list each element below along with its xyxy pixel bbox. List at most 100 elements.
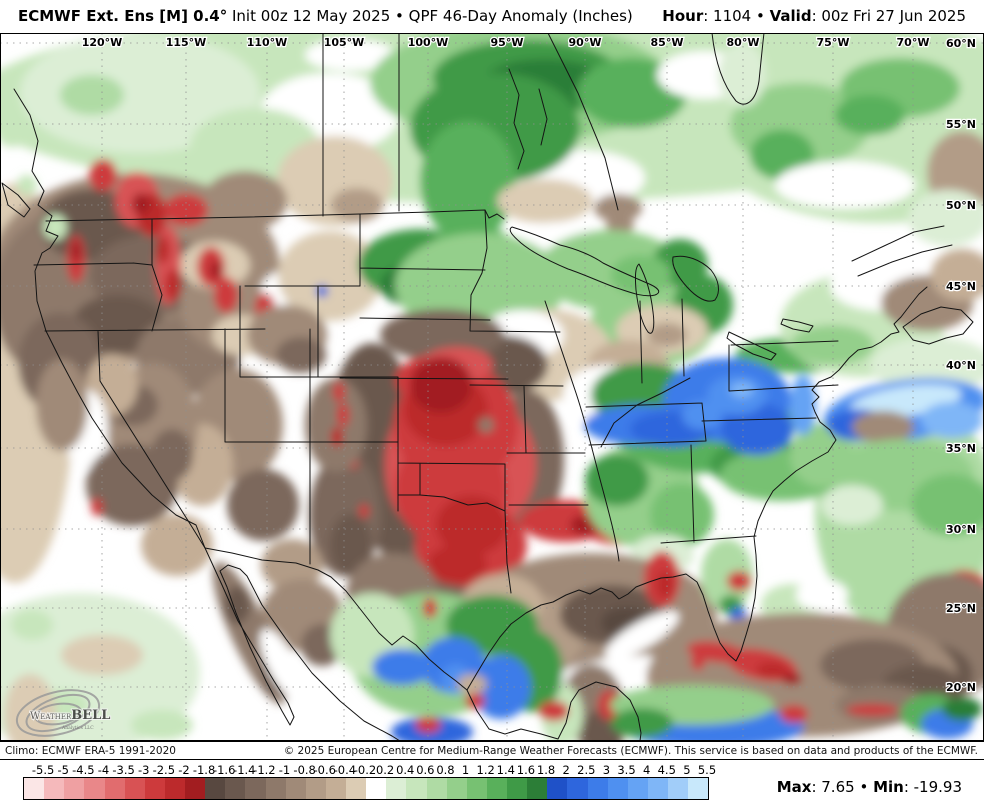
canadian-province-borders (322, 33, 765, 217)
lon-label: 95°W (491, 36, 524, 49)
colorbar-tick-label: -5.5 (31, 763, 55, 777)
colorbar-segment (587, 778, 608, 799)
header-bar: ECMWF Ext. Ens [M] 0.4° Init 00z 12 May … (0, 0, 984, 33)
colorbar-segment (185, 778, 206, 799)
lat-label: 60°N (946, 37, 976, 50)
lon-label: 115°W (166, 36, 207, 49)
logo-text: WeatherBELL (30, 708, 110, 723)
colorbar-segment (688, 778, 709, 799)
colorbar-tick-label: -1.4 (233, 763, 256, 777)
lat-label: 35°N (946, 442, 976, 455)
colorbar-segment (164, 778, 185, 799)
lon-label: 100°W (408, 36, 449, 49)
lake-michigan (634, 263, 655, 334)
state-borders-east (585, 298, 839, 544)
st-lawrence (851, 225, 953, 277)
colorbar-tick-label: 5 (683, 763, 691, 777)
colorbar-tick-label: 3 (602, 763, 611, 777)
logo-subtext: Analytics LLC (61, 725, 94, 731)
lat-label: 55°N (946, 118, 976, 131)
colorbar-segment (527, 778, 548, 799)
colorbar-tick-label: -0.8 (293, 763, 316, 777)
model-name: ECMWF Ext. Ens [M] 0.4° (18, 7, 228, 25)
colorbar-segment (64, 778, 85, 799)
colorbar-tick-label: -5 (57, 763, 69, 777)
lake-superior (509, 226, 660, 297)
anomaly-map: 120°W 115°W 110°W 105°W 100°W 95°W 90°W 85°W 80°… (0, 33, 984, 741)
lat-label: 45°N (946, 280, 976, 293)
colorbar-segment (486, 778, 507, 799)
lon-label: 90°W (569, 36, 602, 49)
lon-label: 70°W (897, 36, 930, 49)
state-borders-plains (339, 213, 512, 594)
lat-label: 25°N (946, 602, 976, 615)
colorbar-tick-label: 0.8 (436, 763, 455, 777)
colorbar-tick-label: 0.4 (396, 763, 415, 777)
graticule (0, 33, 984, 741)
state-borders-west (33, 218, 399, 565)
colorbar-tick-label: -3 (137, 763, 150, 777)
colorbar-segment (466, 778, 487, 799)
colorbar-tick-label: -1.8 (192, 763, 216, 777)
colorbar-tick-label: 2.5 (577, 763, 596, 777)
colorbar-tick-label: 3.5 (617, 763, 636, 777)
lon-label: 75°W (817, 36, 850, 49)
colorbar-tick-label: -3.5 (112, 763, 135, 777)
colorbar-tick-label: -0.4 (333, 763, 357, 777)
colorbar-tick-label: -4 (97, 763, 110, 777)
colorbar-tick-label: 1.6 (516, 763, 536, 777)
colorbar-segment (647, 778, 668, 799)
valid-time: Hour: 1104 • Valid: 00z Fri 27 Jun 2025 (662, 7, 966, 25)
lon-label: 120°W (82, 36, 123, 49)
pacific-coastline (13, 88, 206, 549)
baja-and-mexico-west-coast (204, 547, 401, 741)
mexico-gulf-coast-yucatan (466, 681, 642, 741)
colorbar-segment (305, 778, 326, 799)
colorbar-segment (44, 778, 65, 799)
lat-label: 50°N (946, 199, 976, 212)
borders (1, 33, 974, 741)
us-canada-border (45, 209, 505, 222)
colorbar-segment (567, 778, 588, 799)
lon-label: 80°W (727, 36, 760, 49)
colorbar-tick-label: 0.6 (416, 763, 435, 777)
colorbar-segment (265, 778, 286, 799)
colorbar-segment (245, 778, 266, 799)
vancouver-island (1, 182, 31, 218)
weatherbell-logo: WeatherBELL Analytics LLC (15, 689, 111, 737)
climo-note: Climo: ECMWF ERA-5 1991-2020 (5, 745, 176, 757)
colorbar-tick-label: 1.4 (496, 763, 515, 777)
gulf-atlantic-coastline (466, 286, 928, 691)
lake-huron (672, 255, 719, 302)
state-borders-midwest (469, 209, 620, 562)
colorbar-tick-label: -1.2 (253, 763, 276, 777)
colorbar-tick-label: -2.5 (152, 763, 176, 777)
map-canvas: 120°W 115°W 110°W 105°W 100°W 95°W 90°W 85°W 80°… (0, 33, 984, 741)
colorbar-tick-label: 5.5 (697, 763, 717, 777)
product-title: ECMWF Ext. Ens [M] 0.4° Init 00z 12 May … (18, 7, 633, 25)
colorbar-tick-label: -2 (178, 763, 190, 777)
colorbar-segment (426, 778, 447, 799)
colorbar-ticks: -5.5 -5 -4.5 -4 -3.5 -3 -2.5 -2 -1.8 -1.6 -1.4 -1.2… (23, 763, 716, 777)
colorbar-tick-label: 4.5 (657, 763, 676, 777)
colorbar-segment (285, 778, 306, 799)
us-mexico-border (204, 547, 468, 691)
max-min-stats: Max: 7.65 • Min: -19.93 (776, 778, 962, 796)
colorbar-zone: -5.5 -5 -4.5 -4 -3.5 -3 -2.5 -2 -1.8 -1.6 -1.4 -1.2… (0, 760, 984, 808)
nova-scotia (902, 306, 974, 345)
colorbar-segment (124, 778, 145, 799)
manitoba-lakes (508, 68, 548, 170)
lake-ontario (780, 318, 814, 333)
colorbar-tick-label: -1 (278, 763, 291, 777)
lon-label: 85°W (651, 36, 684, 49)
attribution-bar: Climo: ECMWF ERA-5 1991-2020 © 2025 Euro… (0, 741, 984, 760)
colorbar-segment (346, 778, 367, 799)
colorbar-segment (144, 778, 165, 799)
lat-label: 20°N (946, 681, 976, 694)
colorbar-tick-label: 2 (562, 763, 570, 777)
anomaly-field (0, 33, 984, 741)
colorbar-segment (668, 778, 689, 799)
colorbar-tick-label: 1.2 (476, 763, 495, 777)
colorbar-segment (446, 778, 467, 799)
